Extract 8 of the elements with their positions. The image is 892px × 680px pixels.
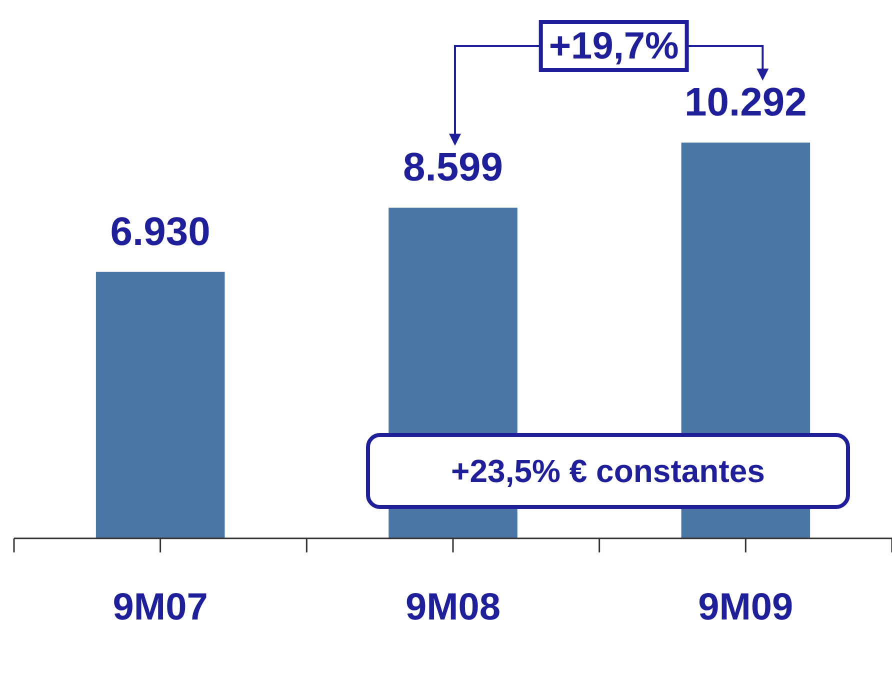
x-tick-label: 9M07 xyxy=(112,586,208,629)
x-tick-label: 9M09 xyxy=(698,586,794,629)
text: +19,7% xyxy=(548,25,679,68)
data-label: 10.292 xyxy=(684,80,807,125)
data-label: 8.599 xyxy=(402,146,504,190)
callout-box: +23,5% € constantes xyxy=(366,433,850,509)
data-label: 6.930 xyxy=(110,210,210,254)
x-tick-label: 9M08 xyxy=(405,586,501,629)
